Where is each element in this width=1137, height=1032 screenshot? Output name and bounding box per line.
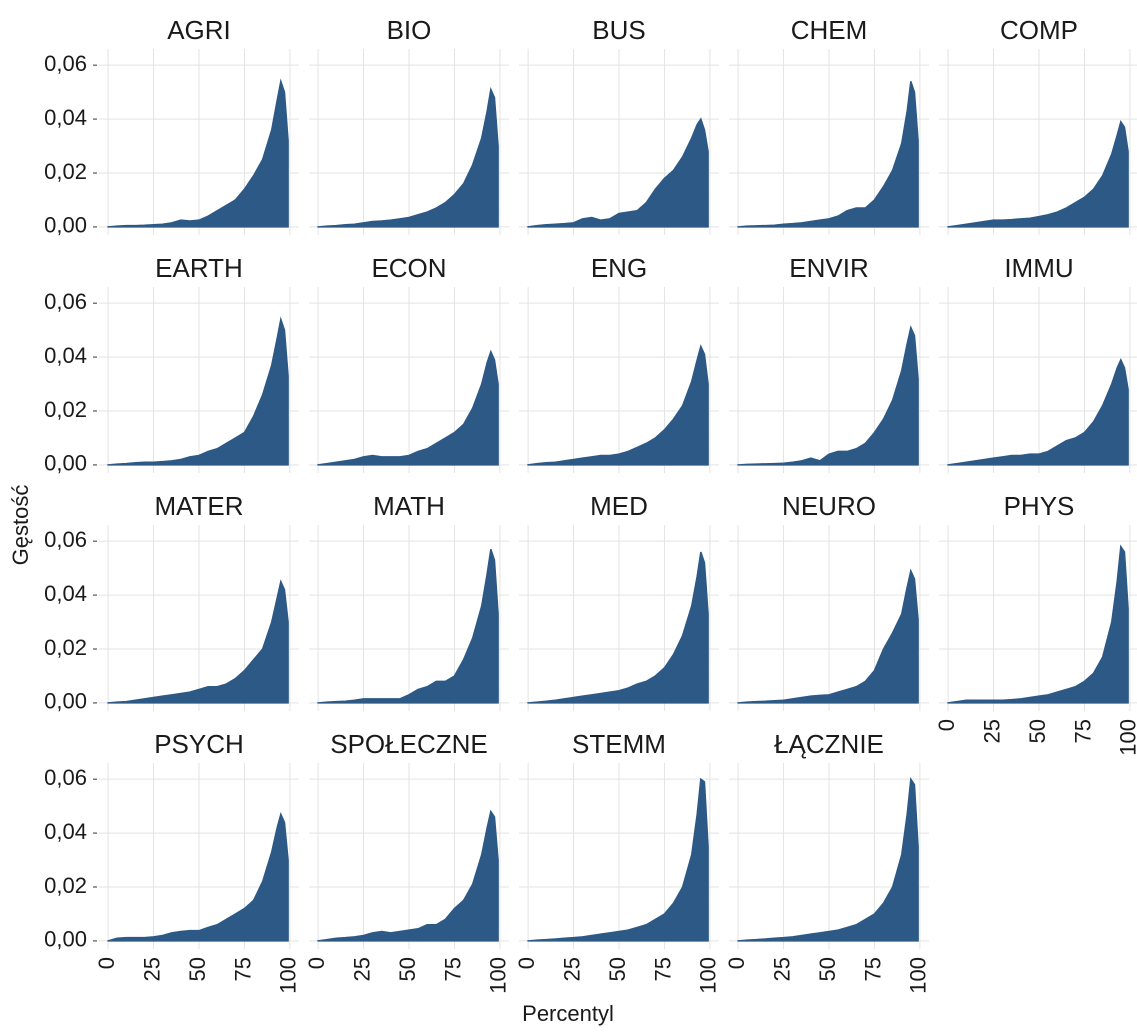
density-area [947,119,1129,228]
x-tick-label: 0 [304,957,329,969]
panel-title: CHEM [791,15,868,45]
x-tick-label: 25 [769,957,794,981]
x-tick-label: 75 [230,957,255,981]
x-tick-label: 0 [514,957,539,969]
density-area [527,551,709,704]
x-tick-label: 100 [1116,719,1137,756]
x-tick-label: 75 [440,957,465,981]
y-tick-label: 0,06 [44,527,87,552]
x-tick-label: 50 [395,957,420,981]
x-tick-label: 50 [185,957,210,981]
y-tick-label: 0,04 [44,105,87,130]
y-tick-label: 0,02 [44,397,87,422]
density-area [107,78,289,228]
y-tick-label: 0,00 [44,213,87,238]
y-tick-label: 0,00 [44,689,87,714]
density-area [527,117,709,228]
x-tick-label: 100 [906,957,931,994]
density-area [737,325,919,466]
panel-title: IMMU [1004,253,1073,283]
density-area [107,811,289,942]
panel-title: NEURO [782,491,876,521]
density-area [527,344,709,466]
y-tick-label: 0,02 [44,159,87,184]
x-tick-label: 0 [934,719,959,731]
density-area [737,81,919,228]
y-axis-label: Gęstość [8,485,33,566]
y-tick-label: 0,02 [44,635,87,660]
panel-title: ŁĄCZNIE [774,729,884,759]
x-tick-label: 75 [1070,719,1095,743]
density-area [947,544,1129,704]
y-tick-label: 0,06 [44,289,87,314]
x-tick-label: 100 [276,957,301,994]
density-area [737,777,919,942]
panel-title: SPOŁECZNE [330,729,488,759]
density-area [527,777,709,942]
x-tick-label: 75 [860,957,885,981]
y-tick-label: 0,04 [44,819,87,844]
density-area [317,809,499,942]
panel-title: ENG [591,253,647,283]
panel-title: MED [590,491,648,521]
density-area [317,86,499,228]
panel-title: BUS [592,15,645,45]
panel-title: MATER [154,491,243,521]
x-tick-label: 50 [1025,719,1050,743]
x-axis-label: Percentyl [522,1001,614,1026]
density-area [107,579,289,704]
density-area [317,549,499,704]
x-tick-label: 25 [979,719,1004,743]
panel-title: EARTH [155,253,243,283]
panel-title: STEMM [572,729,666,759]
panel-title: ECON [371,253,446,283]
y-tick-label: 0,06 [44,765,87,790]
y-tick-label: 0,00 [44,451,87,476]
x-tick-label: 0 [94,957,119,969]
panel-title: PSYCH [154,729,244,759]
x-tick-label: 0 [724,957,749,969]
panel-title: AGRI [167,15,231,45]
x-tick-label: 50 [605,957,630,981]
y-tick-label: 0,04 [44,343,87,368]
panel-title: COMP [1000,15,1078,45]
x-tick-label: 25 [559,957,584,981]
density-area [947,357,1129,466]
density-area [737,568,919,704]
panel-title: MATH [373,491,445,521]
density-area [107,316,289,466]
x-tick-label: 25 [139,957,164,981]
y-tick-label: 0,06 [44,51,87,76]
y-tick-label: 0,04 [44,581,87,606]
panel-title: PHYS [1004,491,1075,521]
panel-title: BIO [387,15,432,45]
panel-title: ENVIR [789,253,868,283]
x-tick-label: 100 [696,957,721,994]
y-tick-label: 0,00 [44,927,87,952]
x-tick-label: 25 [349,957,374,981]
x-tick-label: 50 [815,957,840,981]
x-tick-label: 100 [486,957,511,994]
y-tick-label: 0,02 [44,873,87,898]
density-area [317,349,499,466]
x-tick-label: 75 [650,957,675,981]
